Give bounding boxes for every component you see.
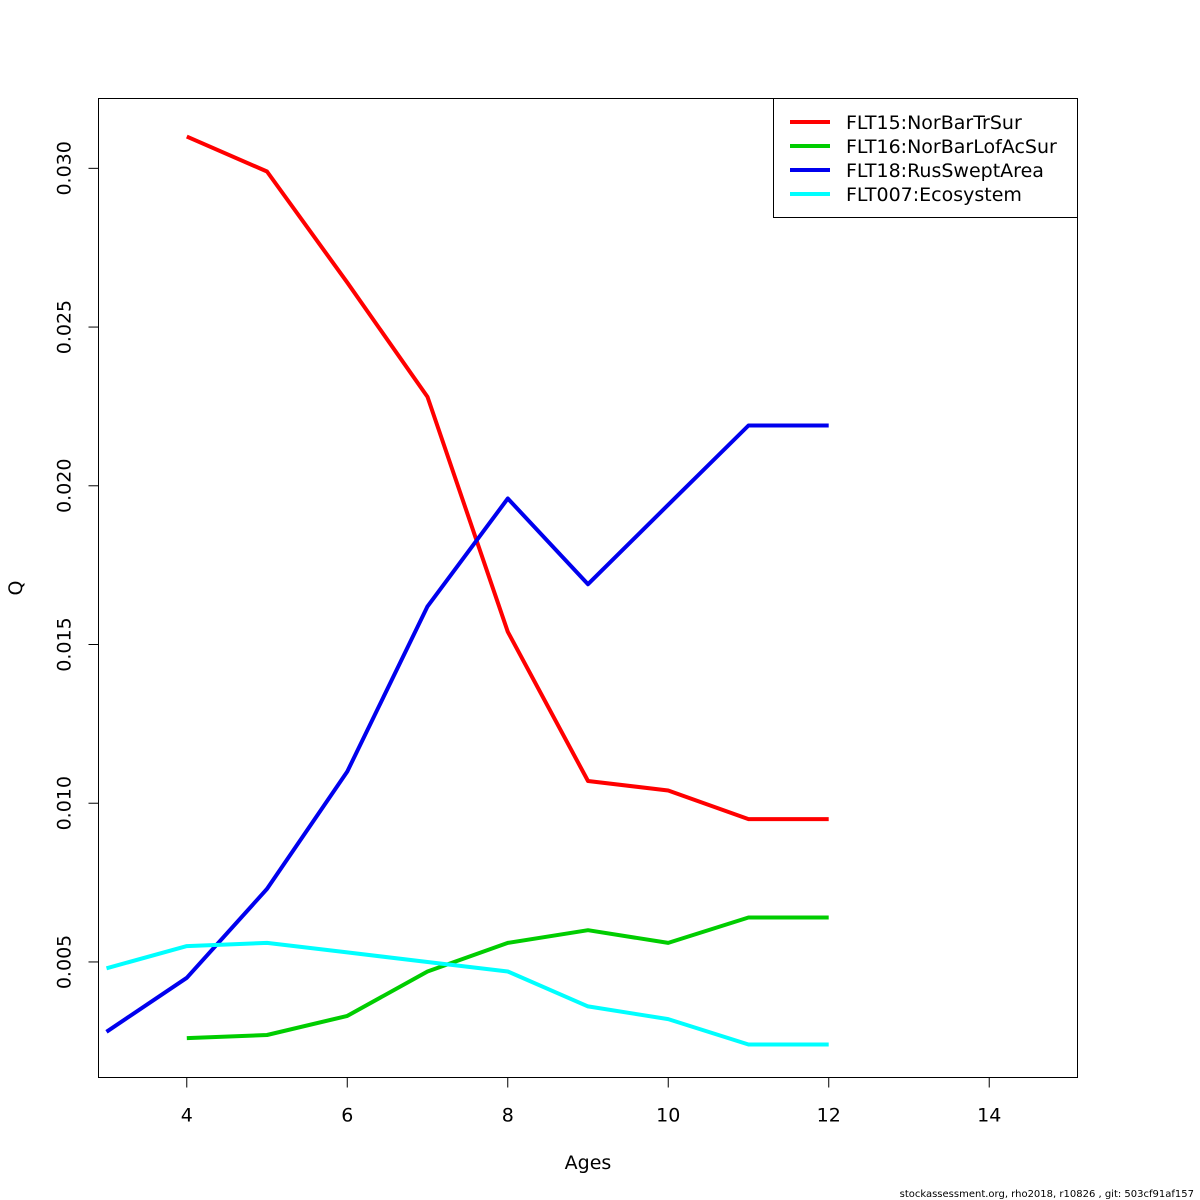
y-tick-label: 0.015 xyxy=(54,617,76,671)
y-tick-label: 0.030 xyxy=(54,141,76,195)
y-tick-label: 0.010 xyxy=(54,776,76,830)
y-tick-label: 0.025 xyxy=(54,300,76,354)
x-axis-title: Ages xyxy=(565,1152,612,1174)
series-line-4 xyxy=(105,940,829,1047)
series-line-2 xyxy=(186,915,829,1041)
y-tick-label: 0.005 xyxy=(54,935,76,989)
footer-text: stockassessment.org, rho2018, r10826 , g… xyxy=(900,1189,1194,1200)
x-axis: 4 6 8 10 12 14 xyxy=(181,1077,1001,1127)
legend: FLT15:NorBarTrSurFLT16:NorBarLofAcSurFLT… xyxy=(773,98,1078,218)
x-tick-label: 4 xyxy=(181,1105,193,1127)
series-layer xyxy=(105,134,829,1047)
y-axis: 0.005 0.010 0.015 0.020 0.025 0.030 xyxy=(54,141,99,989)
x-tick-label: 12 xyxy=(817,1105,841,1127)
y-tick-label: 0.020 xyxy=(54,459,76,513)
x-tick-label: 6 xyxy=(341,1105,353,1127)
legend-label: FLT16:NorBarLofAcSur xyxy=(846,136,1057,158)
legend-label: FLT007:Ecosystem xyxy=(846,184,1022,206)
legend-label: FLT18:RusSweptArea xyxy=(846,160,1044,182)
x-tick-label: 10 xyxy=(656,1105,680,1127)
y-axis-title: Q xyxy=(5,581,27,596)
legend-box xyxy=(773,98,1078,218)
x-tick-label: 14 xyxy=(977,1105,1001,1127)
legend-label: FLT15:NorBarTrSur xyxy=(846,112,1022,134)
series-line-3 xyxy=(105,423,829,1034)
x-tick-label: 8 xyxy=(502,1105,514,1127)
series-line-1 xyxy=(186,134,829,822)
